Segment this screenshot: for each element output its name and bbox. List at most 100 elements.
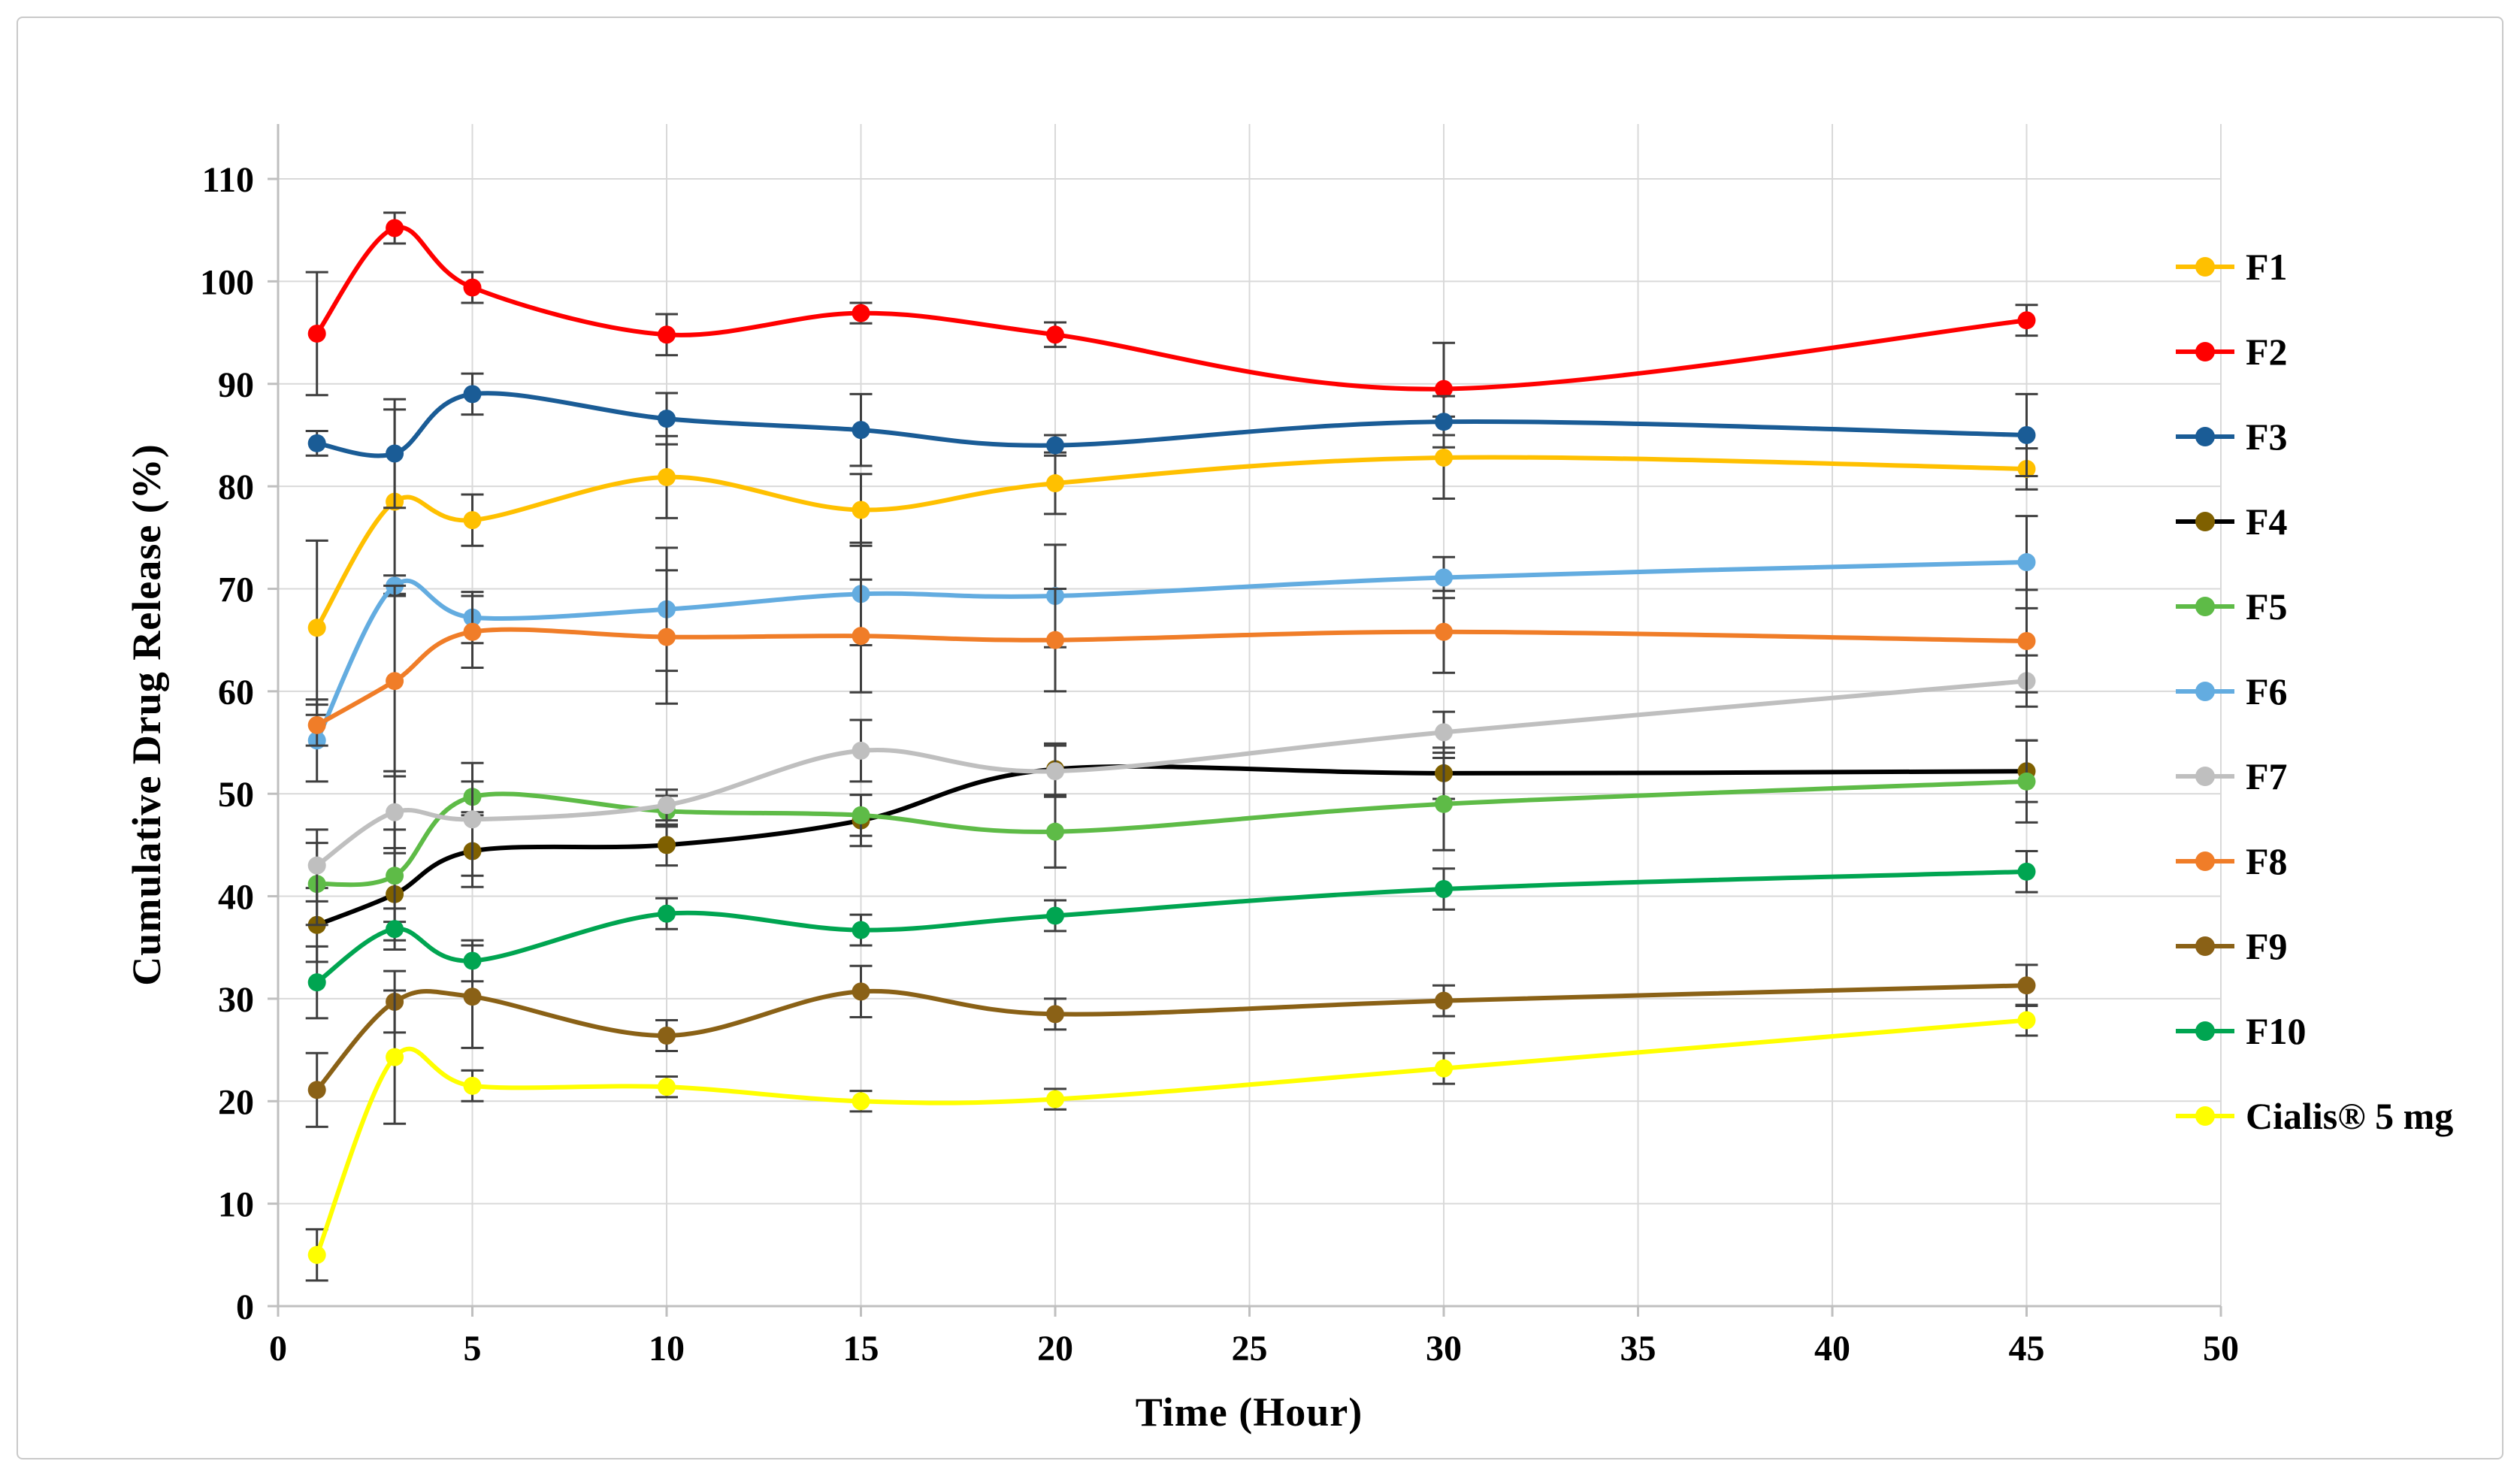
data-point-marker — [307, 1081, 326, 1099]
legend-item-F5: F5 — [2176, 585, 2288, 628]
error-bars — [305, 515, 2038, 783]
data-point-marker — [1046, 906, 1064, 925]
y-tick-label: 50 — [218, 775, 254, 815]
error-bars — [305, 944, 2038, 1128]
data-point-marker — [658, 836, 676, 854]
series-Cialis-5-mg — [305, 989, 2038, 1282]
data-point-marker — [386, 803, 404, 821]
legend-label: Cialis® 5 mg — [2246, 1095, 2453, 1137]
legend-item-Cialis-5-mg: Cialis® 5 mg — [2176, 1095, 2453, 1137]
data-point-marker — [852, 627, 870, 646]
axes — [268, 124, 2222, 1317]
series-line — [314, 627, 2029, 727]
y-tick-label: 80 — [218, 467, 254, 507]
series-line — [314, 1018, 2029, 1257]
data-point-marker — [1435, 794, 1453, 813]
data-point-marker — [2017, 553, 2036, 572]
data-point-marker — [1046, 1005, 1064, 1024]
data-point-marker — [852, 741, 870, 760]
data-point-marker — [307, 856, 326, 875]
x-tick-label: 50 — [2203, 1329, 2239, 1369]
series-line — [314, 391, 2029, 458]
error-bars — [305, 372, 2038, 510]
legend-marker — [2195, 257, 2215, 277]
data-point-marker — [1435, 448, 1453, 467]
legend-item-F1: F1 — [2176, 246, 2288, 288]
data-point-marker — [307, 434, 326, 452]
x-tick-label: 25 — [1232, 1329, 1268, 1369]
x-tick-label: 15 — [843, 1329, 879, 1369]
legend-label: F4 — [2246, 501, 2288, 543]
data-point-marker — [307, 619, 326, 637]
data-point-marker — [1046, 325, 1064, 344]
data-point-marker — [658, 628, 676, 646]
legend-label: F10 — [2246, 1010, 2307, 1052]
series-line — [314, 779, 2029, 888]
data-point-marker — [2017, 632, 2036, 651]
legend-item-F4: F4 — [2176, 501, 2288, 543]
data-point-marker — [386, 867, 404, 885]
data-point-marker — [658, 467, 676, 486]
data-point-marker — [1046, 822, 1064, 841]
data-point-marker — [658, 904, 676, 923]
series-F7 — [305, 654, 2038, 903]
series-line — [314, 455, 2029, 631]
series-F1 — [305, 408, 2038, 716]
legend-label: F6 — [2246, 670, 2288, 712]
error-bars — [305, 989, 2038, 1282]
data-point-marker — [463, 810, 482, 829]
data-point-marker — [658, 410, 676, 428]
error-bars — [305, 569, 2038, 778]
data-point-marker — [386, 444, 404, 463]
legend-marker — [2195, 851, 2215, 871]
legend-label: F2 — [2246, 331, 2288, 373]
y-tick-label: 0 — [236, 1287, 254, 1327]
y-axis-title: Cumulative Drug Release (%) — [124, 443, 169, 986]
data-point-marker — [463, 511, 482, 530]
data-point-marker — [307, 715, 326, 734]
data-point-marker — [386, 219, 404, 237]
series-F4 — [305, 739, 2038, 963]
data-point-marker — [1435, 880, 1453, 899]
y-tick-label: 70 — [218, 570, 254, 609]
data-point-marker — [463, 622, 482, 641]
x-tick-label: 10 — [649, 1329, 685, 1369]
y-tick-label: 90 — [218, 365, 254, 405]
legend-marker — [2195, 597, 2215, 616]
x-tick-label: 45 — [2009, 1329, 2045, 1369]
legend-item-F2: F2 — [2176, 331, 2288, 373]
legend-marker — [2195, 512, 2215, 531]
data-point-marker — [2017, 425, 2036, 444]
series-line — [314, 764, 2029, 927]
legend-marker — [2195, 1021, 2215, 1041]
y-tick-label: 10 — [218, 1185, 254, 1225]
series-line — [314, 679, 2029, 868]
series-F9 — [305, 944, 2038, 1128]
data-point-marker — [1046, 762, 1064, 781]
y-tick-label: 40 — [218, 878, 254, 918]
legend-item-F9: F9 — [2176, 925, 2288, 967]
x-tick-label: 20 — [1037, 1329, 1073, 1369]
legend-item-F6: F6 — [2176, 670, 2288, 712]
legend: F1 F2 F3 F4 F5 F6 F7 F8 F9 F10 Cialis® 5 mg — [2176, 246, 2453, 1137]
data-point-marker — [1435, 991, 1453, 1010]
legend-marker — [2195, 1106, 2215, 1126]
data-point-marker — [1046, 1090, 1064, 1109]
data-point-marker — [1435, 622, 1453, 641]
data-point-marker — [658, 796, 676, 815]
legend-label: F9 — [2246, 925, 2288, 967]
data-point-marker — [463, 385, 482, 404]
y-tick-label: 110 — [202, 160, 254, 200]
data-point-marker — [1435, 413, 1453, 431]
x-tick-label: 35 — [1620, 1329, 1656, 1369]
error-bars — [305, 408, 2038, 716]
data-point-marker — [2017, 311, 2036, 330]
y-tick-label: 30 — [218, 980, 254, 1020]
data-point-marker — [463, 1076, 482, 1095]
data-point-marker — [307, 1245, 326, 1264]
legend-item-F8: F8 — [2176, 840, 2288, 882]
x-tick-label: 30 — [1426, 1329, 1462, 1369]
x-tick-label: 40 — [1814, 1329, 1850, 1369]
series-F10 — [305, 850, 2038, 1020]
data-point-marker — [658, 325, 676, 344]
